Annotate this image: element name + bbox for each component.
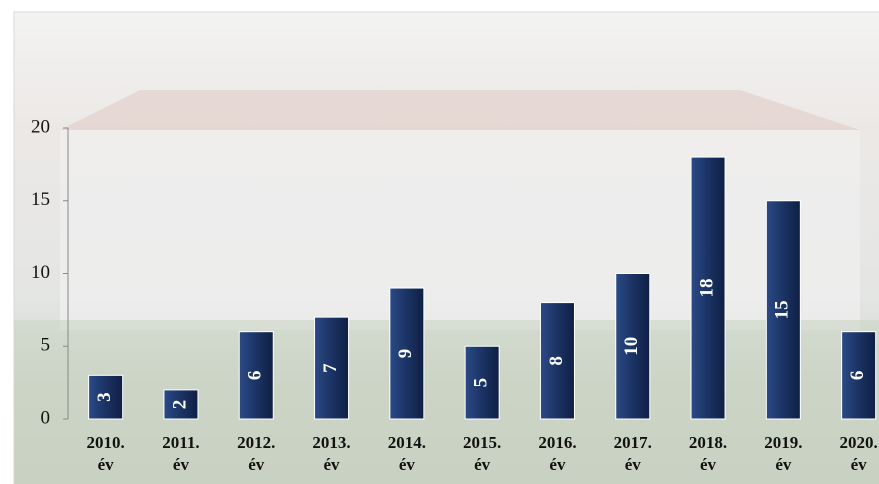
x-tick-label: 2012. év: [231, 432, 281, 476]
value-label: 6: [847, 371, 868, 381]
value-label: 5: [471, 378, 492, 388]
value-label: 2: [169, 400, 190, 410]
y-tick-label: 15: [31, 189, 50, 210]
y-tick-label: 0: [41, 407, 51, 428]
x-tick-label: 2018. év: [683, 432, 733, 476]
value-label: 6: [245, 371, 266, 381]
y-tick-label: 10: [31, 262, 50, 283]
chart: 0 5 10 15 20 3 2 6 7 9 5 8 10 18 15 6: [0, 0, 879, 484]
x-tick-label: 2015. év: [457, 432, 507, 476]
x-tick-label: 2014. év: [382, 432, 432, 476]
building: [60, 130, 860, 330]
x-tick-label: 2017. év: [608, 432, 658, 476]
x-tick-label: 2020. év: [834, 432, 879, 476]
x-tick-label: 2011. év: [156, 432, 206, 476]
x-tick-label: 2013. év: [307, 432, 357, 476]
x-tick-label: 2016. év: [532, 432, 582, 476]
value-label: 15: [772, 300, 793, 319]
value-label: 18: [696, 279, 717, 298]
y-tick-label: 20: [31, 116, 50, 137]
roof: [60, 90, 860, 130]
page: 0 5 10 15 20 3 2 6 7 9 5 8 10 18 15 6 2010. év 2011. év 2…: [0, 0, 879, 484]
value-label: 7: [320, 363, 341, 373]
lawn: [14, 320, 879, 484]
value-label: 3: [94, 392, 115, 402]
value-label: 8: [546, 356, 567, 366]
y-tick-label: 5: [41, 335, 51, 356]
value-label: 10: [621, 337, 642, 356]
value-label: 9: [395, 349, 416, 359]
x-tick-label: 2019. év: [758, 432, 808, 476]
x-tick-label: 2010. év: [81, 432, 131, 476]
